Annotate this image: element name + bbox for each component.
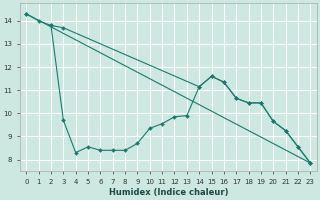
X-axis label: Humidex (Indice chaleur): Humidex (Indice chaleur) (108, 188, 228, 197)
